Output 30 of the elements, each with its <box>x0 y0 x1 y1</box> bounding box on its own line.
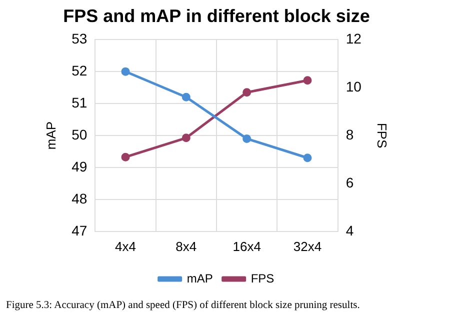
y-tick-label: 49 <box>72 158 88 174</box>
y-tick-label: 52 <box>72 62 88 78</box>
x-tick-label: 8x4 <box>176 238 197 254</box>
y-tick-label: 51 <box>72 94 88 110</box>
y-tick-label: 53 <box>72 30 88 46</box>
legend-label: mAP <box>186 271 213 286</box>
point <box>182 92 190 102</box>
point <box>121 152 130 162</box>
y2-tick-label: 10 <box>346 78 362 94</box>
caption: Figure 5.3: Accuracy (mAP) and speed (FPS) of different block size pruning results. <box>6 300 361 311</box>
point <box>182 134 190 142</box>
y2-tick-label: 4 <box>346 222 354 238</box>
y2-tick-label: 6 <box>346 174 354 190</box>
y2-tick-label: 8 <box>346 126 354 142</box>
y-axis-title: mAP <box>43 121 58 150</box>
x-tick-label: 4x4 <box>115 238 136 254</box>
point <box>242 88 252 97</box>
y-tick-label: 48 <box>72 190 88 206</box>
point <box>303 76 312 85</box>
x-tick-label: 32x4 <box>293 238 322 254</box>
y2-tick-label: 12 <box>346 30 362 46</box>
y2-axis-title: FPS <box>374 122 390 148</box>
point <box>303 154 312 162</box>
legend-label: FPS <box>250 271 274 286</box>
y-tick-label: 50 <box>72 126 88 142</box>
y-tick-label: 47 <box>72 222 88 238</box>
point <box>121 67 130 76</box>
point <box>242 134 252 143</box>
chart-title: FPS and mAP in different block size <box>63 6 370 26</box>
x-tick-label: 16x4 <box>232 238 261 254</box>
